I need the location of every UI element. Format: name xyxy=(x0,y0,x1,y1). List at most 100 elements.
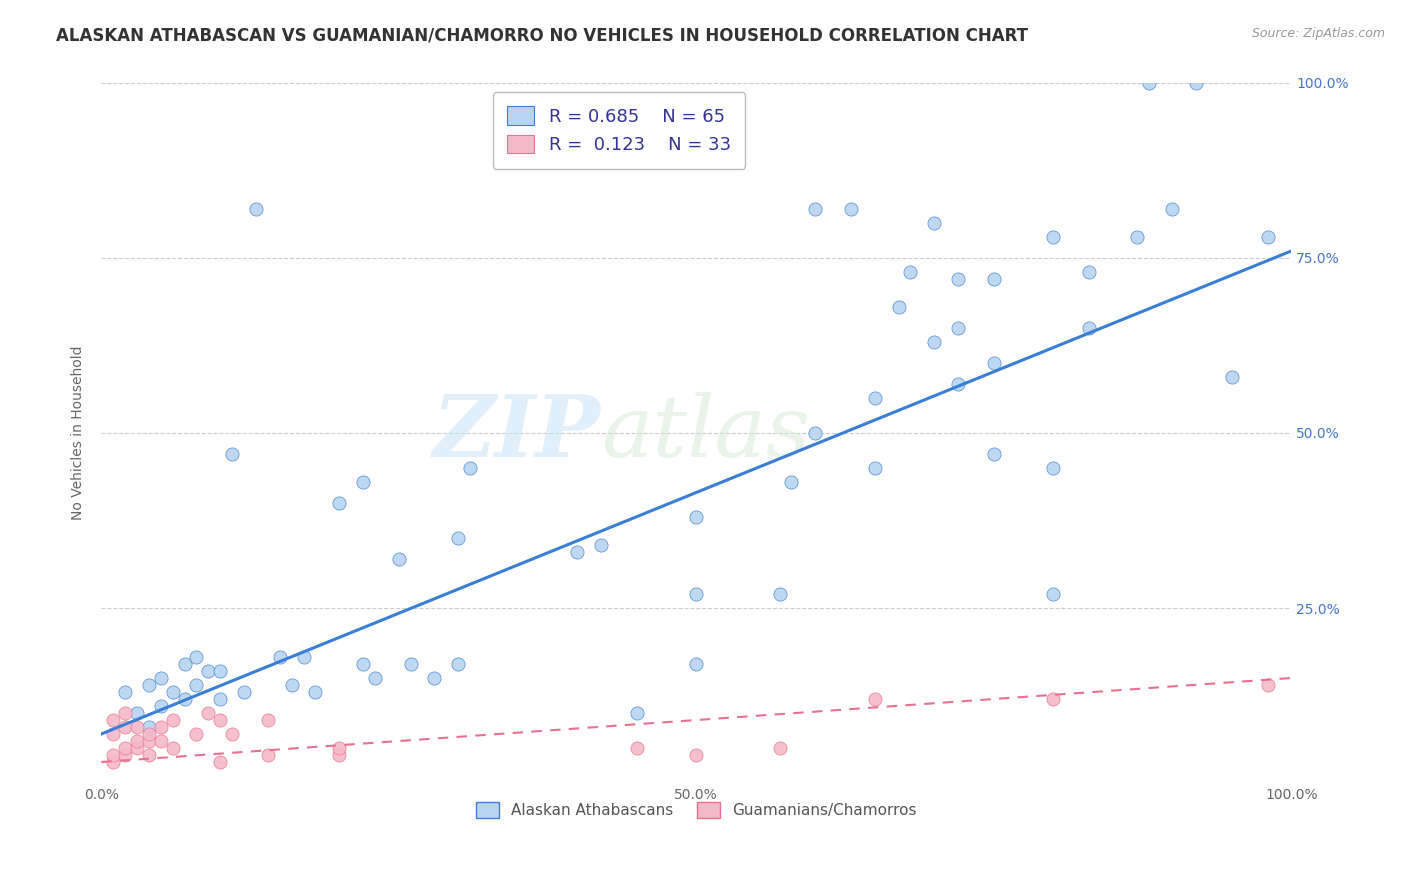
Point xyxy=(1125,230,1147,244)
Point xyxy=(162,713,184,727)
Point xyxy=(804,425,827,440)
Point xyxy=(924,216,946,230)
Point xyxy=(138,678,160,692)
Text: atlas: atlas xyxy=(600,392,810,475)
Point xyxy=(101,755,124,769)
Point xyxy=(1042,230,1064,244)
Point xyxy=(804,202,827,216)
Point xyxy=(125,706,148,720)
Point xyxy=(447,657,470,671)
Point xyxy=(256,713,278,727)
Point xyxy=(149,734,172,748)
Point xyxy=(233,685,256,699)
Point xyxy=(567,545,589,559)
Point xyxy=(983,447,1005,461)
Point xyxy=(887,300,910,314)
Point xyxy=(1042,461,1064,475)
Point xyxy=(125,720,148,734)
Point xyxy=(364,671,387,685)
Point xyxy=(114,741,136,756)
Point xyxy=(626,741,648,756)
Point xyxy=(780,475,803,489)
Point xyxy=(245,202,267,216)
Point xyxy=(1257,230,1279,244)
Point xyxy=(221,447,243,461)
Point xyxy=(162,741,184,756)
Point xyxy=(292,650,315,665)
Point xyxy=(1220,370,1243,384)
Point xyxy=(388,552,411,566)
Point xyxy=(900,265,922,279)
Point xyxy=(149,699,172,714)
Point xyxy=(280,678,302,692)
Point xyxy=(186,727,208,741)
Point xyxy=(138,747,160,762)
Point xyxy=(863,692,886,706)
Point xyxy=(114,706,136,720)
Point xyxy=(186,678,208,692)
Y-axis label: No Vehicles in Household: No Vehicles in Household xyxy=(72,346,86,520)
Point xyxy=(352,475,374,489)
Point xyxy=(114,747,136,762)
Point xyxy=(863,391,886,405)
Point xyxy=(209,692,232,706)
Point xyxy=(685,587,707,601)
Point xyxy=(399,657,422,671)
Point xyxy=(101,713,124,727)
Legend: Alaskan Athabascans, Guamanians/Chamorros: Alaskan Athabascans, Guamanians/Chamorro… xyxy=(470,797,922,824)
Point xyxy=(101,727,124,741)
Point xyxy=(173,657,195,671)
Point xyxy=(983,272,1005,286)
Point xyxy=(149,720,172,734)
Point xyxy=(1257,678,1279,692)
Point xyxy=(269,650,291,665)
Point xyxy=(983,356,1005,370)
Point xyxy=(352,657,374,671)
Point xyxy=(946,272,969,286)
Point xyxy=(1161,202,1184,216)
Point xyxy=(149,671,172,685)
Point xyxy=(197,664,219,678)
Point xyxy=(839,202,862,216)
Point xyxy=(304,685,326,699)
Point xyxy=(328,747,350,762)
Point xyxy=(1042,692,1064,706)
Point xyxy=(186,650,208,665)
Point xyxy=(114,685,136,699)
Point xyxy=(138,727,160,741)
Point xyxy=(162,685,184,699)
Point xyxy=(125,734,148,748)
Point xyxy=(101,747,124,762)
Point xyxy=(946,376,969,391)
Point xyxy=(328,741,350,756)
Text: ALASKAN ATHABASCAN VS GUAMANIAN/CHAMORRO NO VEHICLES IN HOUSEHOLD CORRELATION CH: ALASKAN ATHABASCAN VS GUAMANIAN/CHAMORRO… xyxy=(56,27,1028,45)
Point xyxy=(685,657,707,671)
Point xyxy=(458,461,481,475)
Point xyxy=(138,734,160,748)
Point xyxy=(125,741,148,756)
Point xyxy=(197,706,219,720)
Point xyxy=(685,510,707,524)
Point xyxy=(209,664,232,678)
Point xyxy=(209,713,232,727)
Point xyxy=(1185,76,1208,90)
Point xyxy=(924,334,946,349)
Point xyxy=(209,755,232,769)
Point xyxy=(114,720,136,734)
Text: Source: ZipAtlas.com: Source: ZipAtlas.com xyxy=(1251,27,1385,40)
Point xyxy=(946,321,969,335)
Point xyxy=(626,706,648,720)
Point xyxy=(1042,587,1064,601)
Point xyxy=(1078,321,1101,335)
Text: ZIP: ZIP xyxy=(433,392,600,475)
Point xyxy=(173,692,195,706)
Point xyxy=(447,531,470,545)
Point xyxy=(328,496,350,510)
Point xyxy=(685,747,707,762)
Point xyxy=(589,538,612,552)
Point xyxy=(863,461,886,475)
Point xyxy=(1078,265,1101,279)
Point xyxy=(221,727,243,741)
Point xyxy=(423,671,446,685)
Point xyxy=(768,741,790,756)
